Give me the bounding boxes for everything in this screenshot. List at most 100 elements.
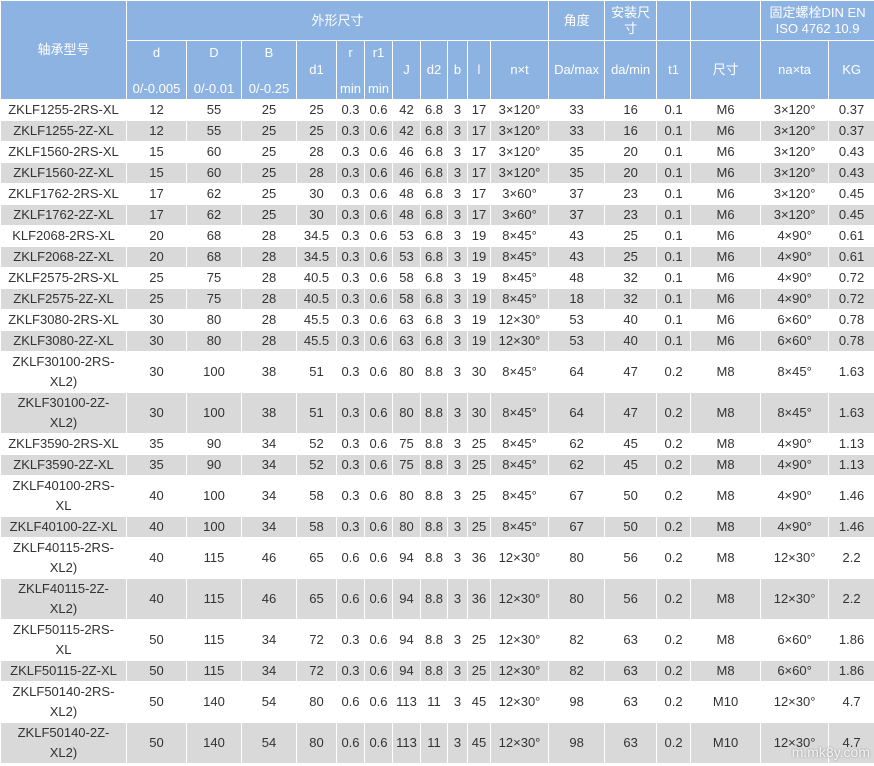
table-cell: M8 [690,619,762,661]
table-cell: 54 [241,681,297,723]
table-cell: 0.2 [656,660,692,682]
table-cell: 0.43 [828,162,874,184]
table-row: ZKLF50140-2RS-XL2) 50 140 54 80 0.6 0.6 113 11 3 4… [0,681,874,723]
column-header-box: n×t [491,41,548,99]
table-cell: 0.72 [828,267,874,289]
table-cell: 94 [392,619,421,661]
table-cell: 63 [604,660,658,682]
table-cell: 51 [296,392,337,434]
watermark: m.mk8y.com [791,744,870,760]
table-cell: 0.2 [656,722,692,764]
table-cell: 20 [604,141,658,163]
model-cell: ZKLF50115-2Z-XL [0,660,127,682]
column-label: d [152,45,161,60]
table-cell: 12×30° [760,578,830,620]
table-cell: 67 [548,475,606,517]
model-name: ZKLF40100-2Z-XL [9,519,118,534]
column-label: t1 [668,62,679,77]
model-cell: ZKLF3590-2RS-XL [0,433,127,455]
table-cell: 3 [447,516,468,538]
table-cell: 18 [548,288,606,310]
table-cell: 8×45° [489,225,550,247]
table-row: ZKLF40100-2RS-XL 40 100 34 58 0.3 0.6 80 8.8 3 25 8… [0,475,874,517]
table-cell: 30 [126,351,187,393]
table-cell: 28 [241,330,297,352]
table-cell: 4.7 [828,681,874,723]
table-cell: 72 [296,660,337,682]
table-cell: 3 [447,204,468,226]
model-name: ZKLF1762-2Z-XL [13,207,114,222]
table-cell: 46 [392,141,421,163]
table-cell: 0.6 [364,454,393,476]
table-cell: 6.8 [420,309,448,331]
table-cell: 0.3 [336,204,365,226]
column-header-box: 尺寸 [691,41,760,99]
table-row: ZKLF3590-2RS-XL 35 90 34 52 0.3 0.6 75 8.8 3 25 8×4… [0,433,874,455]
column-header-box: r1 min [365,41,392,99]
table-cell: 55 [186,99,242,121]
table-cell: 30 [126,330,187,352]
table-cell: 53 [392,225,421,247]
table-cell: 0.1 [656,162,692,184]
table-cell: 3 [447,225,468,247]
table-cell: 3×120° [760,204,830,226]
table-cell: 0.3 [336,433,365,455]
table-cell: 53 [392,246,421,268]
table-cell: M6 [690,120,762,142]
table-cell: 0.6 [364,475,393,517]
column-header-box: b [448,41,467,99]
table-cell: 50 [126,619,187,661]
table-cell: 0.3 [336,288,365,310]
table-cell: 1.63 [828,392,874,434]
table-cell: 0.3 [336,475,365,517]
table-cell: 0.1 [656,309,692,331]
column-note: 0/-0.25 [248,81,290,96]
table-cell: 0.3 [336,330,365,352]
table-cell: 0.1 [656,183,692,205]
table-cell: M8 [690,351,762,393]
table-cell: 3×60° [489,183,550,205]
table-cell: 12×30° [489,330,550,352]
table-cell: 8×45° [489,392,550,434]
table-cell: 34 [241,454,297,476]
table-cell: 3 [447,99,468,121]
table-row: ZKLF2068-2Z-XL 20 68 28 34.5 0.3 0.6 53 6.8 3 19 8×… [0,246,874,268]
table-row: ZKLF50140-2Z-XL2) 50 140 54 80 0.6 0.6 113 11 3 45… [0,722,874,764]
column-header-box: na×ta [761,41,828,99]
group-header: 安装尺寸 [604,0,658,41]
table-cell: 43 [548,246,606,268]
table-cell: 25 [241,99,297,121]
table-cell: 115 [186,619,242,661]
table-cell: 0.3 [336,225,365,247]
table-cell: 30 [126,392,187,434]
table-cell: 68 [186,225,242,247]
table-cell: 100 [186,475,242,517]
table-cell: 51 [296,351,337,393]
table-cell: 19 [467,309,491,331]
model-name: ZKLF50140-2RS-XL2) [12,684,115,719]
table-cell: 8×45° [489,351,550,393]
table-cell: 54 [241,722,297,764]
group-header: 外形尺寸 [125,0,550,41]
table-cell: 8.8 [420,392,448,434]
model-cell: ZKLF3590-2Z-XL [0,454,127,476]
table-cell: 3×120° [760,120,830,142]
table-cell: 63 [392,309,421,331]
table-cell: 94 [392,660,421,682]
table-cell: 38 [241,392,297,434]
table-cell: 0.1 [656,267,692,289]
column-header: D 0/-0.01 [186,40,242,100]
table-cell: 34 [241,475,297,517]
table-row: ZKLF1762-2Z-XL 17 62 25 30 0.3 0.6 48 6.8 3 17 3×60… [0,204,874,226]
table-cell: 36 [467,537,491,579]
table-cell: 19 [467,288,491,310]
table-cell: 4×90° [760,267,830,289]
model-cell: ZKLF1762-2Z-XL [0,204,127,226]
table-cell: 6.8 [420,141,448,163]
table-cell: 58 [296,475,337,517]
table-cell: 0.1 [656,141,692,163]
column-header: r1 min [364,40,393,100]
table-cell: 17 [467,120,491,142]
